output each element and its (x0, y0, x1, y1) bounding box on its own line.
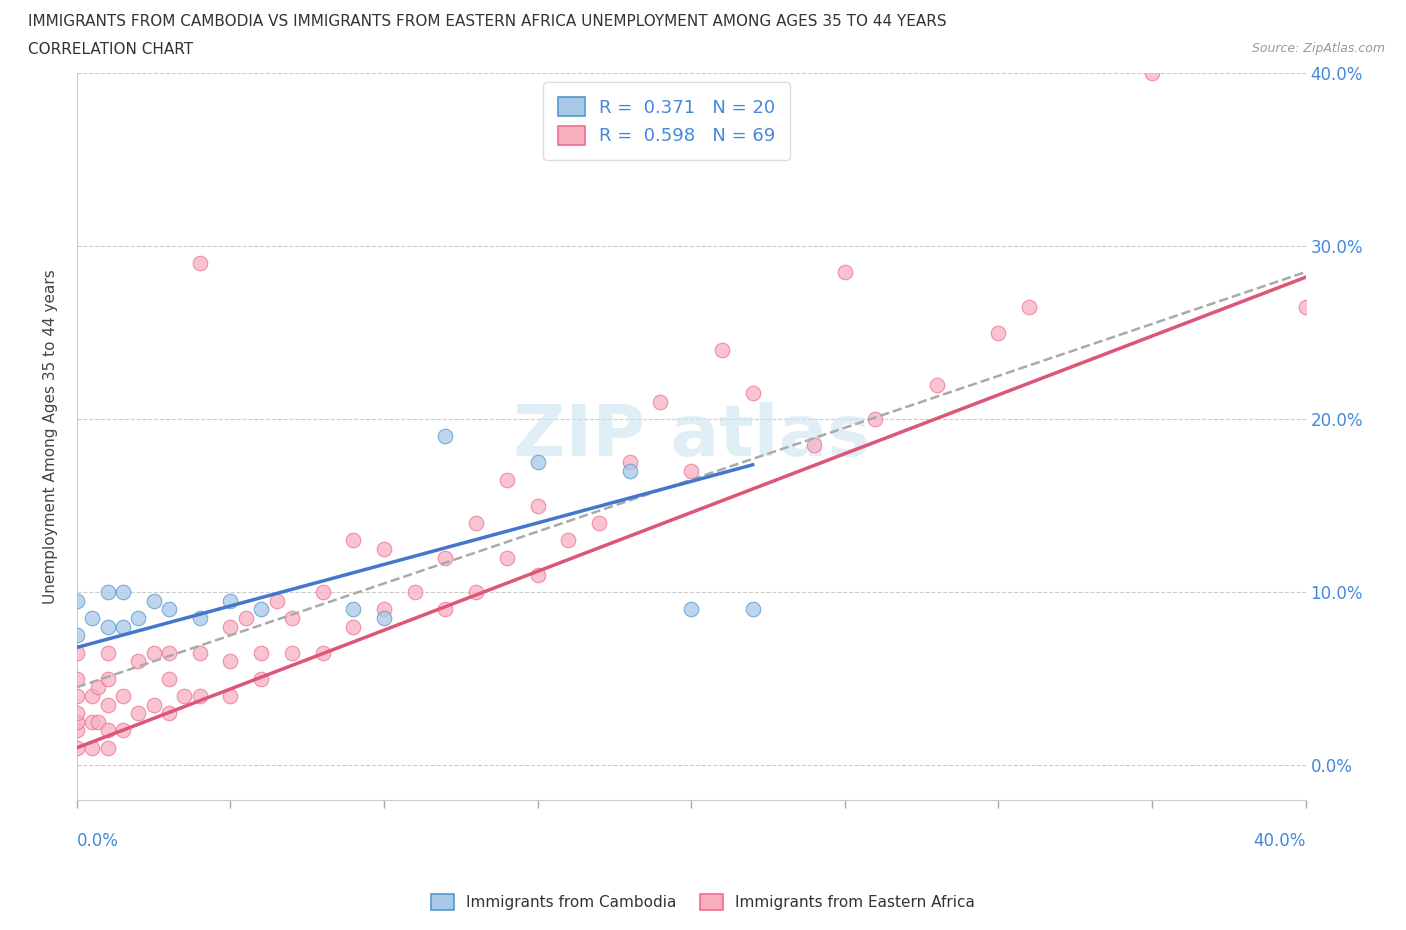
Point (281, 611, 304, 626)
Point (266, 593, 288, 608)
Point (97, 645, 120, 660)
Point (82, 740, 104, 755)
Point (82, 688, 104, 703)
Point (111, 585, 134, 600)
Point (66, 723, 89, 737)
Point (82, 714, 104, 729)
Point (97, 698, 120, 712)
Point (650, 394, 672, 409)
Point (496, 550, 519, 565)
Point (66, 688, 89, 703)
Point (142, 698, 165, 712)
Point (157, 671, 180, 686)
Point (157, 706, 180, 721)
Point (235, 611, 257, 626)
Point (404, 585, 426, 600)
Point (66, 593, 89, 608)
Point (66, 740, 89, 755)
Point (219, 619, 242, 634)
Point (127, 706, 149, 721)
Point (142, 645, 165, 660)
Point (157, 602, 180, 617)
Point (803, 438, 825, 453)
Point (434, 602, 457, 617)
Point (66, 671, 89, 686)
Point (157, 645, 180, 660)
Point (588, 515, 610, 530)
Point (173, 688, 195, 703)
Point (557, 533, 579, 548)
Point (465, 585, 488, 600)
Text: IMMIGRANTS FROM CAMBODIA VS IMMIGRANTS FROM EASTERN AFRICA UNEMPLOYMENT AMONG AG: IMMIGRANTS FROM CAMBODIA VS IMMIGRANTS F… (28, 14, 946, 29)
Point (97, 619, 120, 634)
Point (465, 515, 488, 530)
Point (97, 585, 120, 600)
Point (987, 326, 1010, 340)
Legend: Immigrants from Cambodia, Immigrants from Eastern Africa: Immigrants from Cambodia, Immigrants fro… (423, 886, 983, 918)
Point (66, 628, 89, 643)
Point (111, 723, 134, 737)
Point (87, 680, 110, 695)
Point (188, 256, 211, 271)
Point (219, 593, 242, 608)
Point (373, 541, 395, 556)
Point (250, 645, 273, 660)
Point (82, 611, 104, 626)
Point (66, 706, 89, 721)
Point (1140, 66, 1163, 81)
Point (250, 602, 273, 617)
Point (741, 602, 763, 617)
Point (97, 723, 120, 737)
Point (311, 645, 333, 660)
Point (97, 740, 120, 755)
Point (342, 602, 364, 617)
Text: 0.0%: 0.0% (77, 832, 118, 850)
Point (342, 619, 364, 634)
Point (311, 585, 333, 600)
Point (526, 498, 548, 513)
Point (142, 593, 165, 608)
Point (619, 455, 641, 470)
Point (1018, 299, 1040, 314)
Point (127, 611, 149, 626)
Point (681, 463, 703, 478)
Text: 40.0%: 40.0% (1253, 832, 1306, 850)
Point (66, 714, 89, 729)
Point (434, 550, 457, 565)
Point (97, 671, 120, 686)
Point (710, 342, 733, 357)
Point (741, 386, 763, 401)
Point (66, 645, 89, 660)
Point (1295, 299, 1317, 314)
Point (681, 602, 703, 617)
Point (127, 654, 149, 669)
Point (111, 688, 134, 703)
Point (188, 645, 211, 660)
Point (219, 688, 242, 703)
Point (342, 533, 364, 548)
Point (281, 645, 304, 660)
Point (834, 265, 856, 280)
Point (619, 463, 641, 478)
Point (865, 412, 887, 427)
Point (188, 611, 211, 626)
Text: CORRELATION CHART: CORRELATION CHART (28, 42, 193, 57)
Y-axis label: Unemployment Among Ages 35 to 44 years: Unemployment Among Ages 35 to 44 years (44, 269, 58, 604)
Point (219, 654, 242, 669)
Point (526, 567, 548, 582)
Point (526, 455, 548, 470)
Point (250, 671, 273, 686)
Legend: R =  0.371   N = 20, R =  0.598   N = 69: R = 0.371 N = 20, R = 0.598 N = 69 (543, 82, 790, 160)
Point (925, 377, 948, 392)
Point (111, 619, 134, 634)
Point (496, 472, 519, 487)
Point (188, 688, 211, 703)
Text: Source: ZipAtlas.com: Source: ZipAtlas.com (1251, 42, 1385, 55)
Point (373, 611, 395, 626)
Point (373, 602, 395, 617)
Text: ZIP atlas: ZIP atlas (513, 402, 870, 471)
Point (434, 429, 457, 444)
Point (87, 714, 110, 729)
